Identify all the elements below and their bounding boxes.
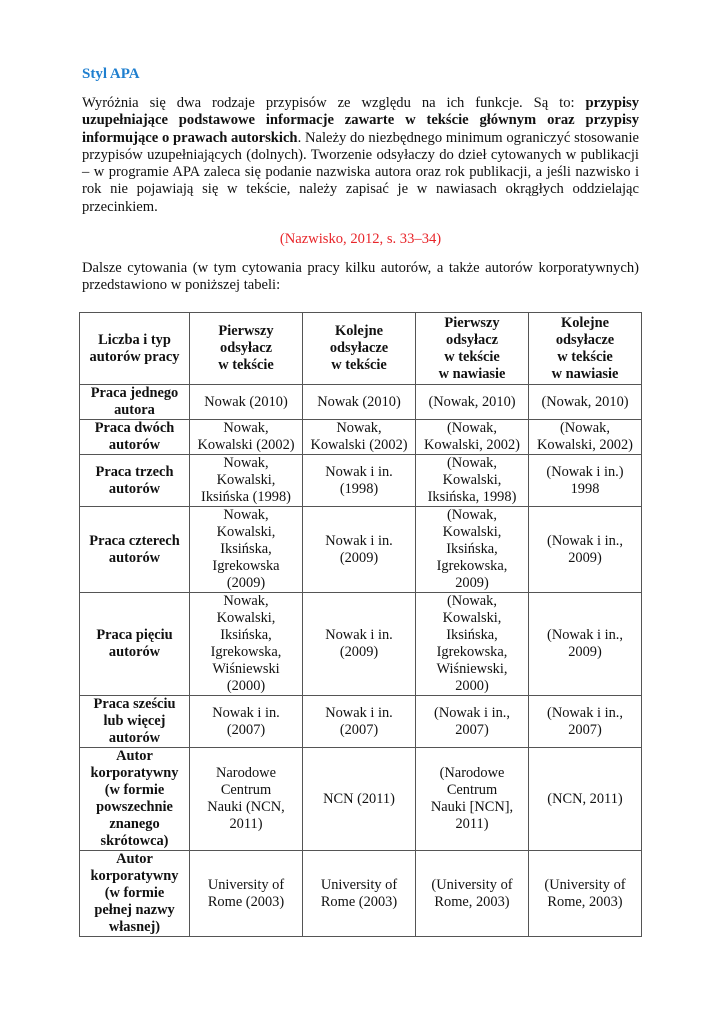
row-header-cell: Praca trzech autorów <box>79 454 190 507</box>
column-header: Pierwszy odsyłacz w tekście w nawiasie <box>415 312 529 385</box>
intro-text: Wyróżnia się dwa rodzaje przypisów ze wz… <box>82 95 586 111</box>
table-cell: University of Rome (2003) <box>189 850 303 937</box>
table-row: Autor korporatywny (w formie powszechnie… <box>79 747 642 851</box>
column-header: Kolejne odsyłacze w tekście w nawiasie <box>528 312 642 385</box>
table-row: Autor korporatywny (w formie pełnej nazw… <box>79 850 642 937</box>
column-header: Liczba i typ autorów pracy <box>79 312 190 385</box>
table-cell: (NCN, 2011) <box>528 747 642 851</box>
row-header-cell: Praca sześciu lub więcej autorów <box>79 695 190 748</box>
table-cell: (Narodowe Centrum Nauki [NCN], 2011) <box>415 747 529 851</box>
table-cell: (Nowak, 2010) <box>528 384 642 420</box>
column-header: Kolejne odsyłacze w tekście <box>302 312 416 385</box>
citation-example: (Nazwisko, 2012, s. 33–34) <box>279 231 442 247</box>
table-cell: (Nowak, Kowalski, 2002) <box>415 419 529 455</box>
table-cell: (Nowak i in., 2007) <box>415 695 529 748</box>
row-header-cell: Praca czterech autorów <box>79 506 190 593</box>
table-cell: Nowak i in. (1998) <box>302 454 416 507</box>
table-cell: (Nowak, 2010) <box>415 384 529 420</box>
table-cell: Nowak, Kowalski (2002) <box>189 419 303 455</box>
table-cell: (Nowak i in., 2009) <box>528 592 642 696</box>
table-cell: (Nowak, Kowalski, Iksińska, Igrekowska, … <box>415 506 529 593</box>
table-row: Praca pięciu autorów Nowak, Kowalski, Iks… <box>79 592 642 696</box>
intro-paragraph: Wyróżnia się dwa rodzaje przypisów ze wz… <box>82 95 639 216</box>
intro-text-cont: . Należy do niezbędnego minimum ogranicz… <box>82 129 639 215</box>
table-cell: (University of Rome, 2003) <box>415 850 529 937</box>
table-cell: Nowak, Kowalski, Iksińska, Igrekowska, W… <box>189 592 303 696</box>
row-header-cell: Praca jednego autora <box>79 384 190 420</box>
row-header-cell: Praca pięciu autorów <box>79 592 190 696</box>
table-row: Praca dwóch autorów Nowak, Kowalski (2002… <box>79 419 642 455</box>
table-cell: (Nowak, Kowalski, Iksińska, 1998) <box>415 454 529 507</box>
table-row: Praca trzech autorów Nowak, Kowalski, Iks… <box>79 454 642 507</box>
table-cell: Nowak (2010) <box>189 384 303 420</box>
citation-table: Liczba i typ autorów pracy Pierwszy odsył… <box>79 312 642 937</box>
row-header-cell: Praca dwóch autorów <box>79 419 190 455</box>
column-header: Pierwszy odsyłacz w tekście <box>189 312 303 385</box>
table-cell: Nowak i in. (2009) <box>302 506 416 593</box>
table-cell: Narodowe Centrum Nauki (NCN, 2011) <box>189 747 303 851</box>
table-cell: (Nowak i in., 2007) <box>528 695 642 748</box>
table-row: Praca czterech autorów Nowak, Kowalski, I… <box>79 506 642 593</box>
row-header-cell: Autor korporatywny (w formie powszechnie… <box>79 747 190 851</box>
table-cell: Nowak i in. (2007) <box>302 695 416 748</box>
table-cell: (Nowak i in.) 1998 <box>528 454 642 507</box>
table-cell: University of Rome (2003) <box>302 850 416 937</box>
table-cell: (Nowak, Kowalski, Iksińska, Igrekowska, … <box>415 592 529 696</box>
table-cell: (Nowak i in., 2009) <box>528 506 642 593</box>
table-cell: Nowak i in. (2007) <box>189 695 303 748</box>
table-cell: (Nowak, Kowalski, 2002) <box>528 419 642 455</box>
intro-bold-text: przypisy uzupełniające podstawowe inform… <box>82 95 639 146</box>
table-cell: Nowak, Kowalski, Iksińska, Igrekowska (2… <box>189 506 303 593</box>
table-intro-paragraph: Dalsze cytowania (w tym cytowania pracy … <box>82 260 639 294</box>
table-header-row: Liczba i typ autorów pracy Pierwszy odsył… <box>79 312 642 385</box>
section-heading: Styl APA <box>82 66 140 82</box>
table-cell: (University of Rome, 2003) <box>528 850 642 937</box>
table-cell: Nowak i in. (2009) <box>302 592 416 696</box>
table-row: Praca jednego autora Nowak (2010) Nowak (2… <box>79 384 642 420</box>
table-cell: Nowak (2010) <box>302 384 416 420</box>
row-header-cell: Autor korporatywny (w formie pełnej nazw… <box>79 850 190 937</box>
table-cell: Nowak, Kowalski (2002) <box>302 419 416 455</box>
table-cell: Nowak, Kowalski, Iksińska (1998) <box>189 454 303 507</box>
table-row: Praca sześciu lub więcej autorów Nowak i … <box>79 695 642 748</box>
table-cell: NCN (2011) <box>302 747 416 851</box>
